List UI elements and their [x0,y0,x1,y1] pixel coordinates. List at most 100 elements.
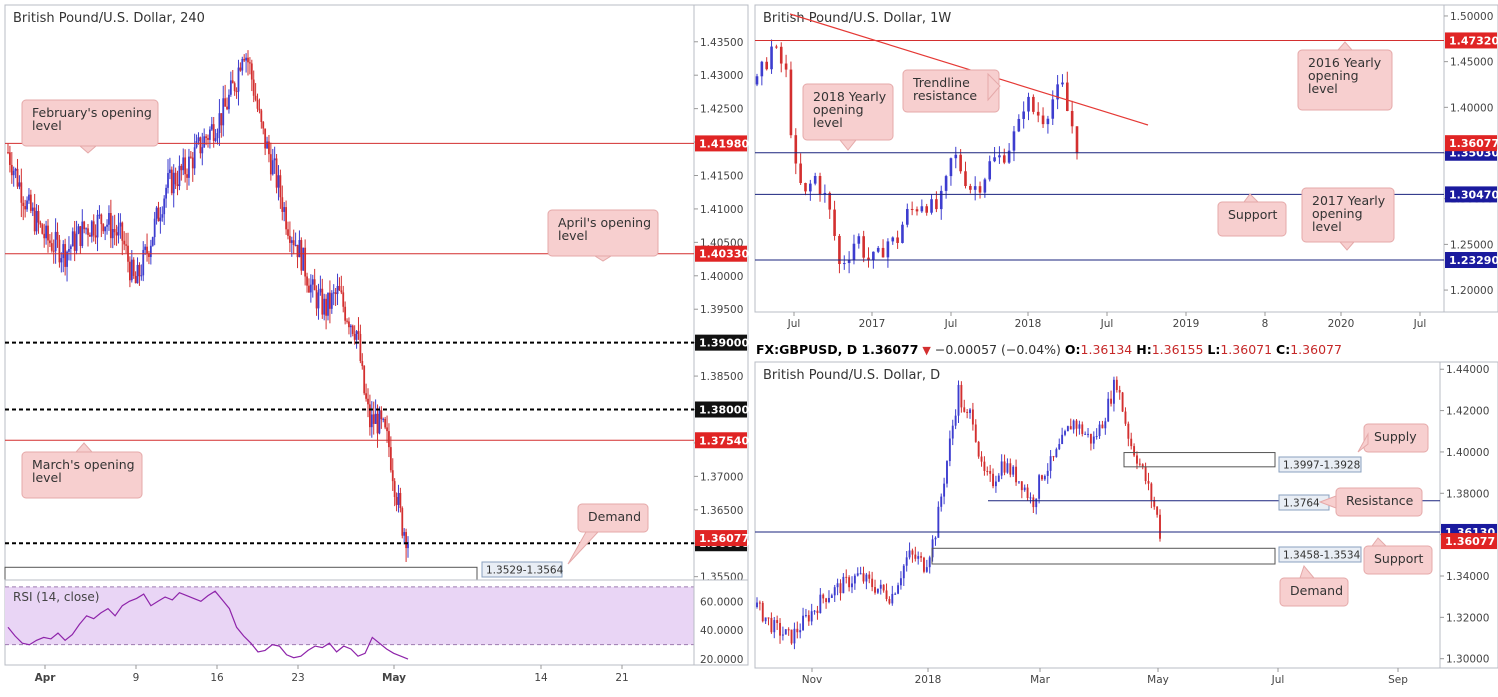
last-price-label: 1.36077 [1449,137,1498,150]
y-tick-label: 1.40000 [1446,447,1489,459]
candle-body [1012,466,1015,475]
candle-body [151,237,154,246]
candle-body [382,418,385,420]
x-tick-label: 9 [133,672,140,684]
candle-body [1012,131,1016,151]
candle-body [954,154,958,159]
candle-body [155,207,158,219]
candle-body [73,231,76,251]
candle-body [1061,434,1064,445]
candle-body [254,95,257,100]
daily-header: FX:GBPUSD, D 1.36077 ▼ −0.00057 (−0.04%)… [756,342,1342,357]
candle-body [989,470,992,474]
candle-body [193,147,196,169]
y-tick-label: 1.50000 [1450,11,1493,23]
candle-body [20,182,23,203]
candle-body [313,279,316,291]
candle-body [770,46,773,70]
candle-body [796,628,799,633]
candle-body [102,224,105,232]
candle-body [764,617,767,622]
candle-body [401,508,404,536]
candle-body [1069,426,1072,430]
y-tick-label: 1.42500 [700,104,743,116]
candle-body [963,407,966,412]
candle-body [980,456,983,462]
candle-body [395,497,398,505]
candle-body [1138,463,1141,465]
candle-body [794,135,798,164]
candle-body [923,557,925,572]
candle-body [119,222,122,227]
candle-body [338,285,341,291]
candle-body [43,233,46,239]
candle-body [1006,463,1009,473]
candle-body [828,192,832,210]
candle-body [966,411,969,413]
candle-body [340,290,343,293]
price-tag-label: 1.40330 [699,248,749,261]
candle-body [39,222,42,225]
callout-resistance: Resistance [1318,487,1423,517]
candle-body [1046,470,1049,476]
rsi-title: RSI (14, close) [13,590,99,604]
candle-body [22,202,25,207]
candle-body [876,588,879,593]
candle-body [760,61,764,77]
x-tick-label: 16 [210,672,224,684]
candle-body [129,261,131,281]
candle-body [148,253,150,258]
candle-body [285,207,287,230]
candle-body [361,360,364,367]
candle-body [915,209,919,212]
zone-label-box [481,561,563,578]
candle-body [998,155,1001,158]
candle-body [393,481,396,498]
candle-body [138,264,141,277]
change-arrow: ▼ [922,344,931,357]
candle-body [838,235,841,265]
candle-body [1046,118,1050,125]
y-tick-label: 1.39500 [700,304,743,316]
candle-body [228,94,230,110]
candle-body [790,629,793,644]
zone-label: 1.3458-1.3534 [1283,550,1361,562]
candle-body [62,244,65,259]
candle-body [170,169,173,194]
candle-body [16,168,19,187]
candle-body [296,244,299,258]
candle-body [789,69,793,136]
candle-body [268,141,270,155]
candle-body [153,218,156,238]
candle-body [275,158,278,188]
candle-body [799,630,802,633]
candle-body [81,221,84,246]
candle-body [1070,111,1074,127]
candle-body [399,492,402,509]
candle-body [1051,99,1055,119]
callout-text: level [32,470,62,485]
candle-body [857,236,861,244]
candle-body [894,593,897,595]
candle-body [848,577,851,588]
candle-body [216,133,219,139]
candle-body [329,292,331,309]
candle-body [901,224,904,243]
candle-body [911,550,914,555]
candle-body [60,258,63,263]
candle-body [330,293,333,309]
candle-body [64,244,67,267]
candle-body [283,207,286,212]
candle-body [391,470,394,482]
x-tick-label: Jul [1413,318,1427,330]
candle-body [123,240,126,245]
y-tick-label: 1.38000 [1446,488,1489,500]
candle-body [37,210,40,223]
candle-body [144,246,147,250]
callout-pointer [1357,432,1369,453]
x-tick-label: 2018 [1015,318,1042,330]
candle-body [755,76,759,85]
candle-body [983,179,987,193]
candle-body [336,285,339,295]
